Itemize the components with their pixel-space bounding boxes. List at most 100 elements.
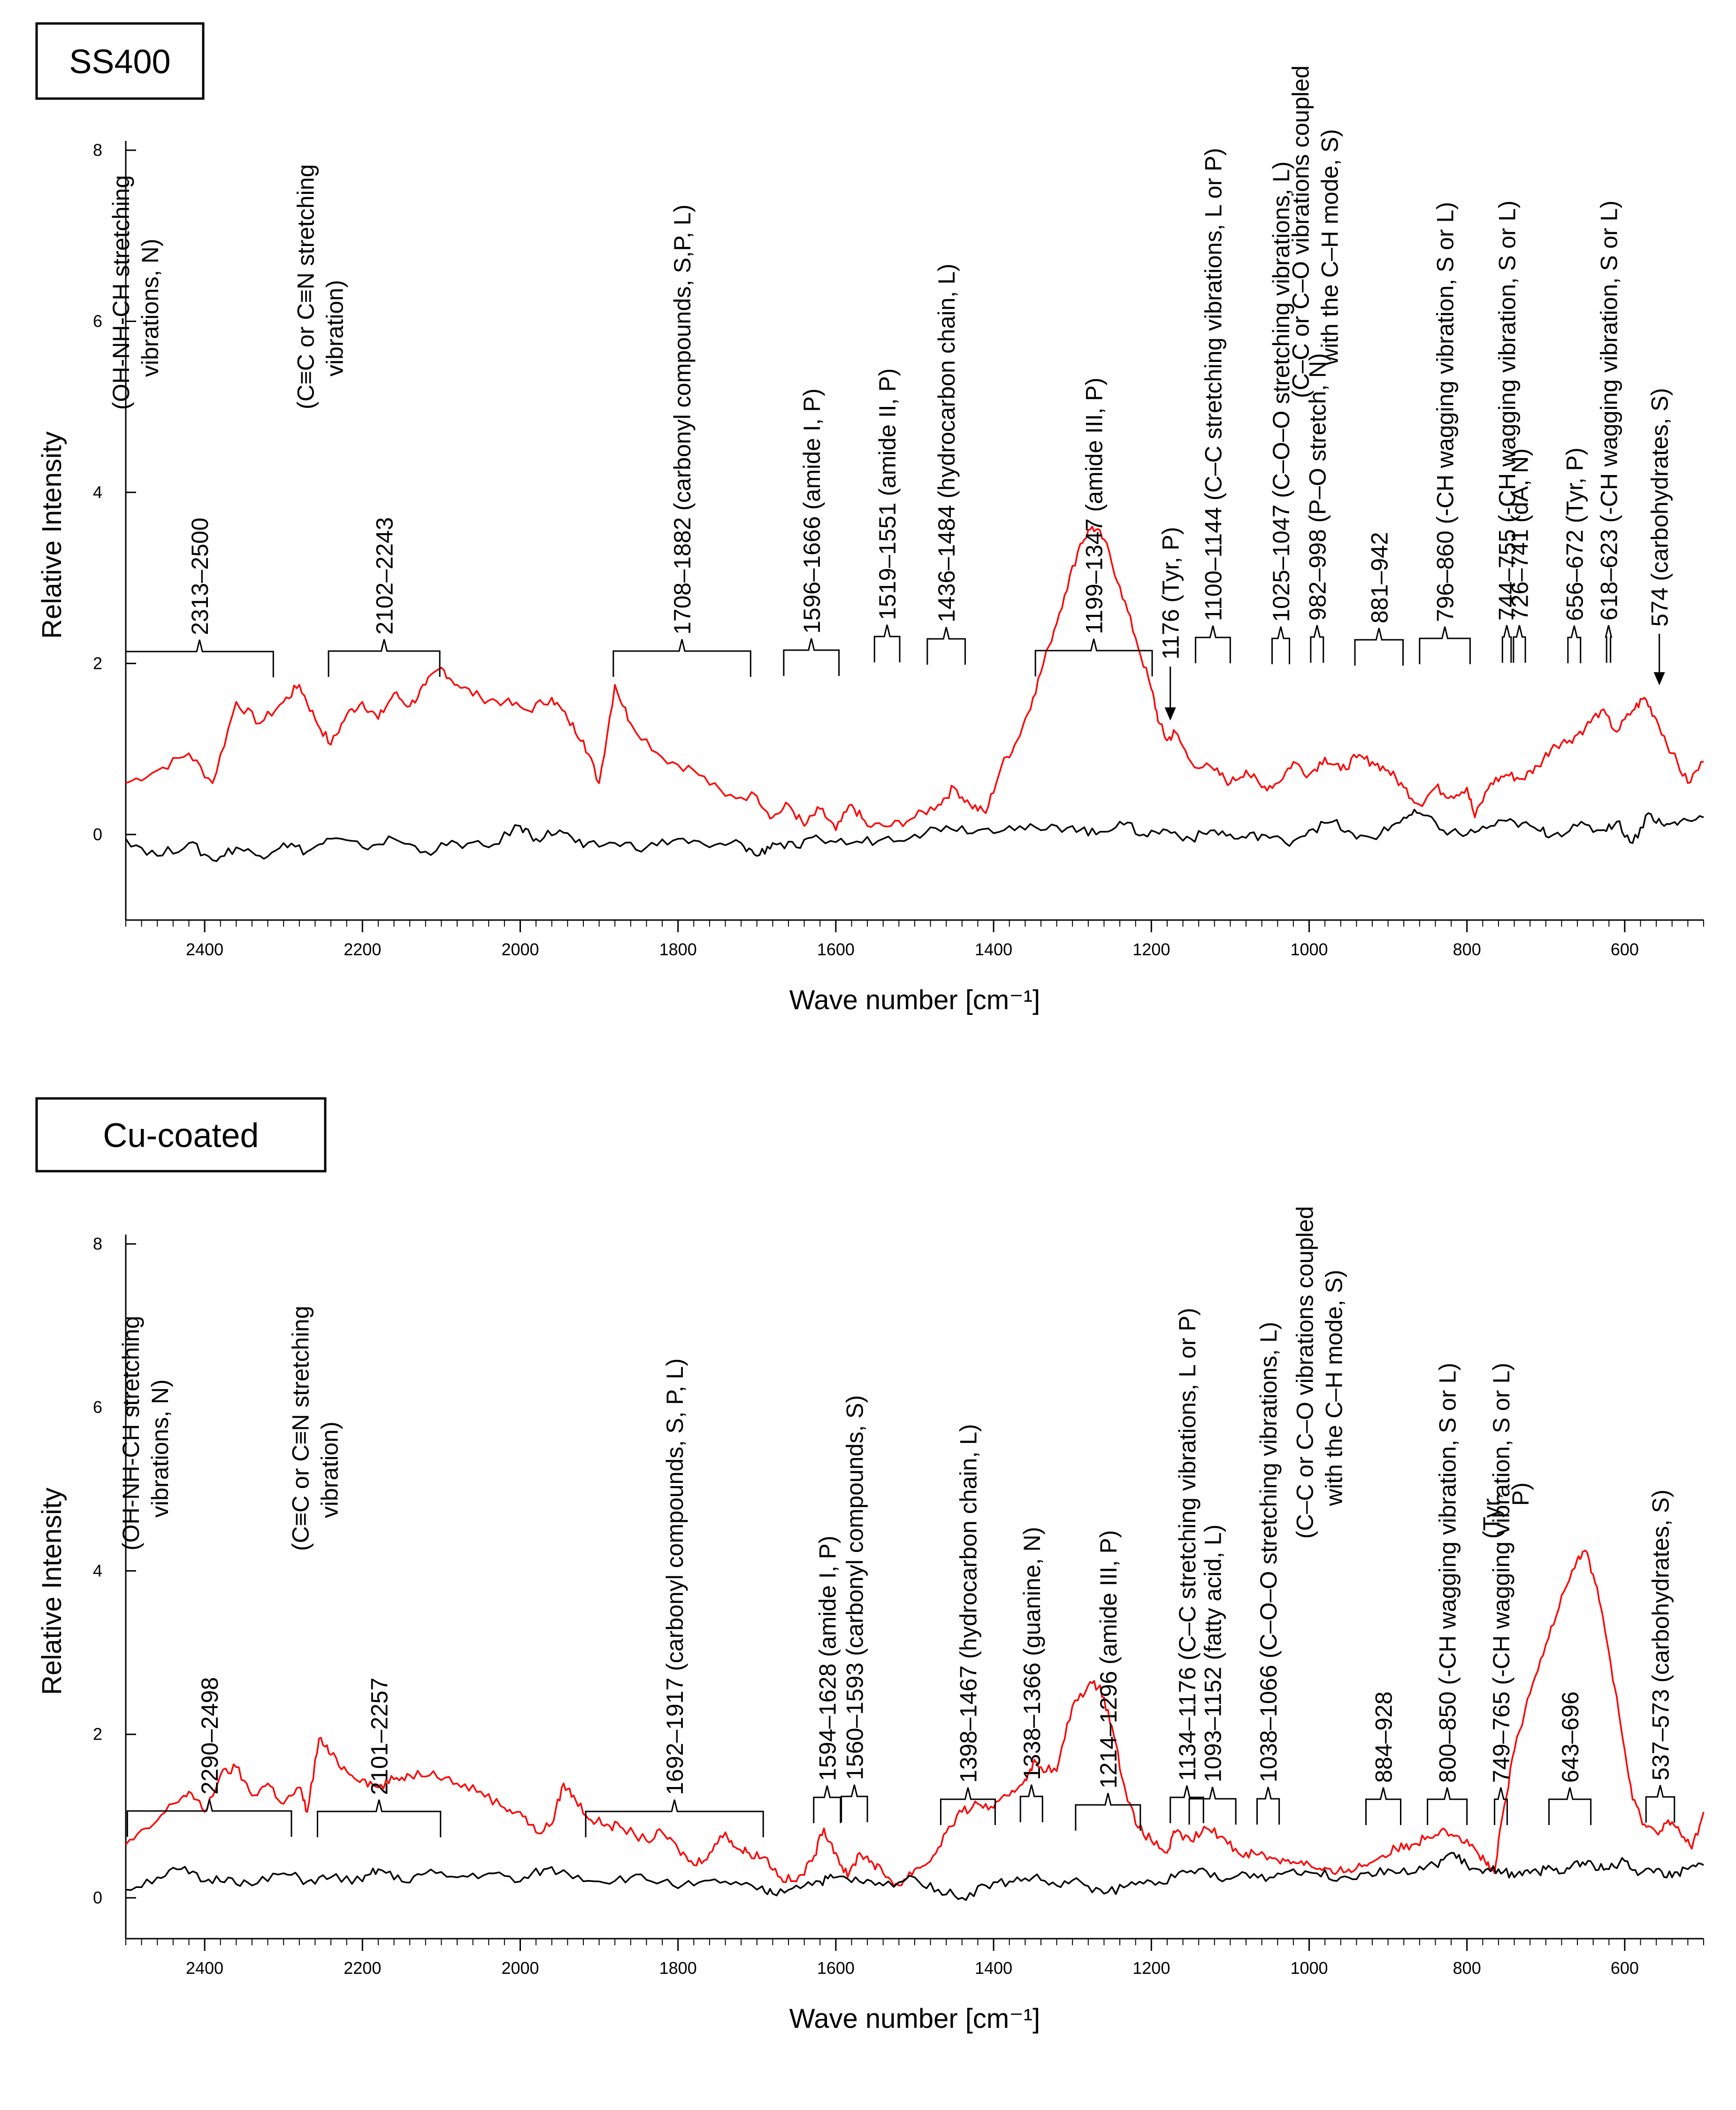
annotation-label: 1436–1484 (hydrocarbon chain, L) — [933, 264, 960, 622]
y-tick-label: 6 — [93, 311, 102, 330]
annotation: 884–928 (C–C or C–O vibrations coupled wit… — [1292, 1206, 1401, 1825]
annotation-note-line: vibrations, N) — [147, 1379, 173, 1518]
annotation-label: 1199–1347 (amide III, P) — [1081, 377, 1108, 634]
annotation-bracket — [1271, 626, 1290, 664]
annotation: 726–741 (dA, N) — [1507, 448, 1533, 663]
annotation-note-line: vibrations, N) — [137, 238, 163, 377]
annotation-label: 1338–1366 (guanine, N) — [1019, 1527, 1045, 1780]
series-line-red — [125, 526, 1704, 831]
annotation-bracket — [1075, 1793, 1141, 1831]
x-tick-label: 1200 — [1132, 940, 1170, 959]
annotation-label: 643–696 — [1557, 1691, 1583, 1783]
y-axis-label: Relative Intensity — [37, 1488, 67, 1695]
series-line-black — [125, 808, 1704, 862]
annotation-label: 884–928 — [1371, 1691, 1397, 1783]
annotation-label: 1708–1882 (carbonyl compounds, S,P, L) — [669, 205, 696, 635]
x-tick-label: 1400 — [975, 1958, 1012, 1978]
annotation-bracket — [585, 1799, 764, 1837]
annotation: 1398–1467 (hydrocarbon chain, L) — [940, 1424, 996, 1825]
annotation-label: 537–573 (carbohydrates, S) — [1648, 1489, 1674, 1780]
annotation-bracket — [1188, 1787, 1237, 1825]
annotation-bracket — [1019, 1784, 1043, 1822]
annotation-label: 656–672 (Tyr, P) — [1561, 447, 1588, 621]
annotation-label: 1596–1666 (amide I, P) — [799, 388, 825, 634]
panel-label: Cu-coated — [103, 1117, 259, 1155]
panel-label-box — [35, 1097, 327, 1173]
annotation: 749–765 (-CH wagging vibration, S or L) — [1488, 1363, 1514, 1825]
y-tick-label: 0 — [93, 825, 102, 844]
y-tick-label: 6 — [93, 1397, 102, 1417]
annotation-label: 1519–1551 (amide II, P) — [874, 368, 901, 620]
annotation-bracket — [126, 1799, 292, 1837]
annotation: 2101–2257 (C≡C or C≡N stretching vibration… — [288, 1306, 442, 1837]
annotation: 1100–1144 (C–C stretching vibrations, L … — [1194, 148, 1231, 663]
annotation-bracket — [1354, 628, 1404, 666]
annotation-bracket — [316, 1799, 442, 1837]
annotation-note-line: (OH-NH-CH stretching — [118, 1316, 144, 1550]
annotation-bracket — [612, 639, 751, 677]
annotation: 1038–1066 (C–O–O stretching vibrations, … — [1255, 1322, 1282, 1825]
annotation: 656–672 (Tyr, P) — [1561, 447, 1588, 663]
panel-label-box — [35, 22, 205, 100]
annotation-note: (OH-NH-CH stretching vibrations, N) — [108, 175, 163, 410]
annotation: 1594–1628 (amide I, P) — [813, 1535, 841, 1823]
annotation-note-line: (C≡C or C≡N stretching — [293, 164, 319, 409]
annotation-bracket — [1501, 625, 1512, 663]
annotation-label: 1560–1593 (carbonyl compounds, S) — [841, 1395, 868, 1780]
annotation-bracket — [873, 624, 901, 662]
annotation-label: 2313–2500 — [187, 518, 213, 635]
y-tick-label: 0 — [93, 1888, 102, 1907]
annotation-bracket — [1256, 1787, 1280, 1825]
annotation: 796–860 (-CH wagging vibration, S or L) — [1419, 202, 1471, 664]
annotation-label: 1214–1296 (amide III, P) — [1095, 1530, 1122, 1788]
annotation-label: 796–860 (-CH wagging vibration, S or L) — [1432, 202, 1459, 622]
annotation-note-line: (C–C or C–O vibrations coupled — [1287, 65, 1314, 398]
annotation-bracket — [1513, 625, 1526, 663]
annotation-label: 1594–1628 (amide I, P) — [814, 1535, 841, 1781]
annotation: 537–573 (carbohydrates, S) — [1645, 1489, 1675, 1823]
annotation: 1025–1047 (C–O–O stretching vibrations, … — [1268, 161, 1294, 664]
annotation: 2313–2500 (OH-NH-CH stretching vibrations,… — [108, 175, 274, 677]
annotation-note: (OH-NH-CH stretching vibrations, N) — [118, 1316, 173, 1550]
annotation-bracket — [783, 638, 840, 676]
annotation: 1708–1882 (carbonyl compounds, S,P, L) — [612, 205, 751, 677]
y-tick-label: 8 — [93, 1234, 102, 1253]
x-tick-label: 1000 — [1290, 940, 1328, 959]
annotation: 574 (carbohydrates, S) — [1647, 388, 1673, 685]
annotation-bracket — [1170, 1785, 1204, 1823]
x-tick-label: 800 — [1453, 940, 1481, 959]
annotation: 618–623 (-CH wagging vibration, S or L) — [1596, 200, 1622, 663]
x-axis-label: Wave number [cm⁻¹] — [789, 2003, 1040, 2034]
x-tick-label: 600 — [1611, 940, 1639, 959]
annotation-label: 1038–1066 (C–O–O stretching vibrations, … — [1255, 1322, 1282, 1782]
x-tick-label: 1000 — [1290, 1958, 1328, 1978]
annotation: 1199–1347 (amide III, P) — [1034, 377, 1153, 676]
annotation: 1093–1152 (fatty acid, L) — [1188, 1525, 1237, 1825]
annotation-label: 574 (carbohydrates, S) — [1647, 388, 1673, 627]
annotation: 1214–1296 (amide III, P) — [1075, 1530, 1141, 1831]
annotation: 1176 (Tyr, P) — [1158, 527, 1184, 721]
annotation-bracket — [1427, 1787, 1468, 1825]
annotation: 1596–1666 (amide I, P) — [783, 388, 840, 676]
annotation-arrow-head — [1653, 672, 1665, 685]
annotation-bracket — [1034, 638, 1153, 676]
annotation-note: (C–C or C–O vibrations coupled with the C… — [1287, 65, 1343, 398]
y-tick-label: 4 — [93, 1561, 102, 1580]
annotation-label: 749–765 (-CH wagging vibration, S or L) — [1488, 1363, 1514, 1783]
x-tick-label: 2400 — [186, 1958, 223, 1978]
annotation-note-line: (OH-NH-CH stretching — [108, 175, 134, 410]
annotation-label: 1100–1144 (C–C stretching vibrations, L … — [1200, 148, 1226, 621]
annotation-label: 1176 (Tyr, P) — [1158, 527, 1184, 660]
x-tick-label: 2000 — [501, 1958, 539, 1978]
chart-panel-2: Cu-coated 0 2 4 6 8 2400 2200 2000 1800 1600 1400 12… — [35, 1097, 1705, 2034]
annotation-bracket — [813, 1785, 841, 1823]
annotation-label: 2101–2257 — [367, 1678, 393, 1795]
y-axis-label: Relative Intensity — [37, 431, 67, 639]
annotation: 1436–1484 (hydrocarbon chain, L) — [926, 264, 966, 665]
annotation-note-line: vibration) — [322, 280, 348, 376]
annotation-bracket — [1548, 1787, 1592, 1825]
annotation-note-line: with the C–H mode, S) — [1316, 129, 1343, 366]
y-tick-label: 8 — [93, 140, 102, 160]
annotation-bracket — [940, 1787, 996, 1825]
